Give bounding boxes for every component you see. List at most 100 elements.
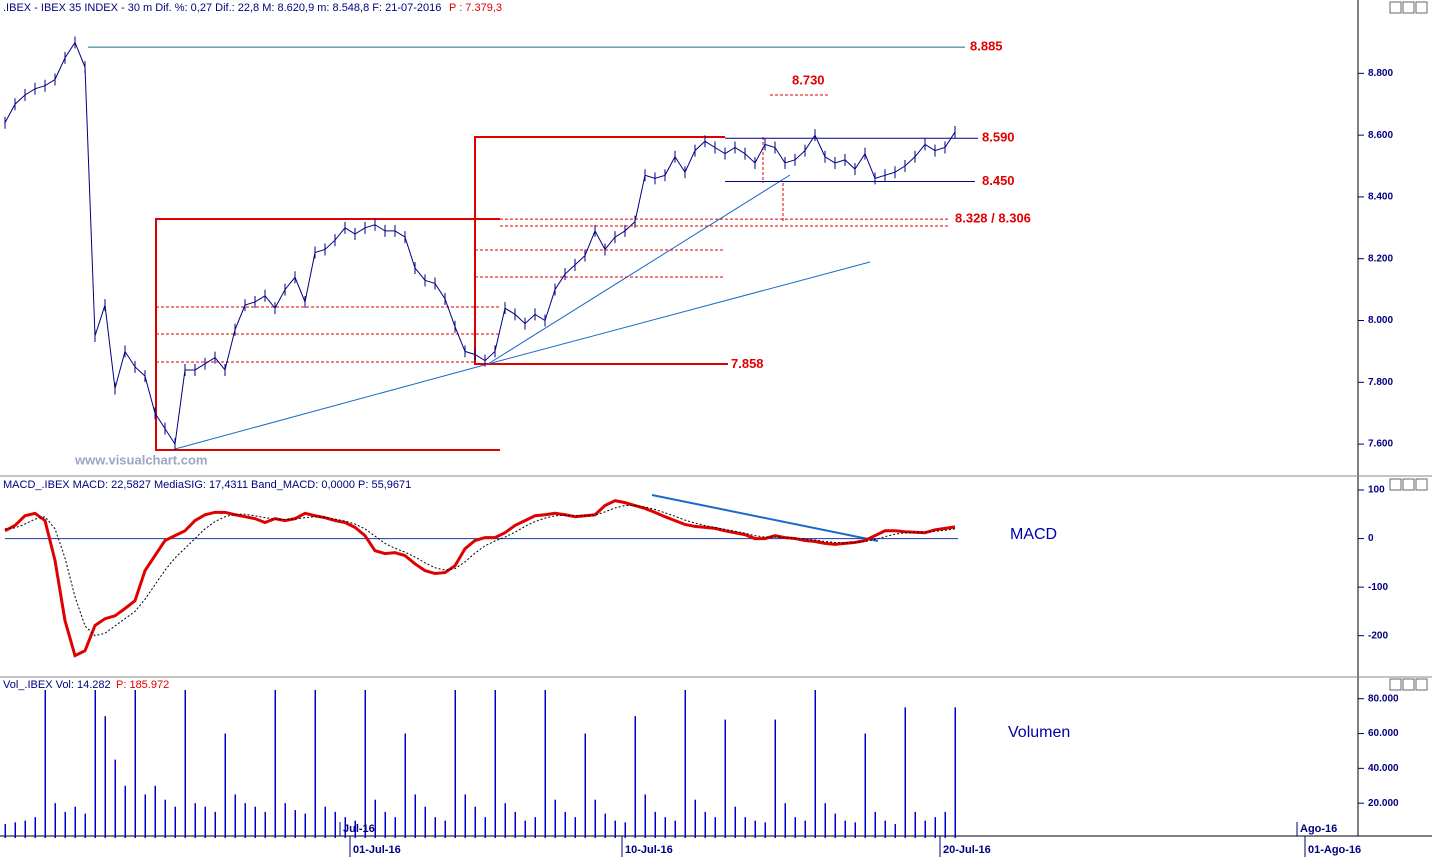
- volume-bar: [794, 817, 796, 838]
- volume-bar: [454, 690, 456, 838]
- y-tick-label: 20.000: [1368, 798, 1399, 809]
- volume-bar: [404, 733, 406, 838]
- macd-trend-line: [651, 494, 879, 542]
- volume-bar: [934, 817, 936, 838]
- volume-bar: [494, 690, 496, 838]
- y-tick-label: 8.400: [1368, 192, 1393, 203]
- volume-bar: [594, 799, 596, 838]
- volume-bar: [394, 817, 396, 838]
- vol-label: Volumen: [1008, 724, 1070, 741]
- volume-bar: [884, 820, 886, 838]
- macd-header: MACD_.IBEX MACD: 22,5827 MediaSIG: 17,43…: [3, 479, 411, 491]
- volume-bar: [364, 690, 366, 838]
- volume-bar: [194, 803, 196, 838]
- x-tick-label: 01-Ago-16: [1308, 844, 1361, 856]
- volume-bar: [74, 806, 76, 838]
- volume-bar: [224, 733, 226, 838]
- volume-bar: [854, 822, 856, 838]
- volume-bar: [164, 799, 166, 838]
- volume-bar: [574, 817, 576, 838]
- y-tick-label: 7.600: [1368, 439, 1393, 450]
- price-last: P : 7.379,3: [449, 2, 502, 14]
- volume-bar: [704, 811, 706, 838]
- volume-bar: [554, 799, 556, 838]
- volume-bar: [354, 820, 356, 838]
- volume-bar: [564, 811, 566, 838]
- volume-bar: [784, 803, 786, 838]
- volume-bar: [844, 820, 846, 838]
- volume-bar: [124, 785, 126, 838]
- volume-bar: [544, 690, 546, 838]
- volume-bar: [904, 707, 906, 838]
- price-header: .IBEX - IBEX 35 INDEX - 30 m Dif. %: 0,2…: [3, 2, 441, 14]
- x-tick-label: Ago-16: [1300, 823, 1337, 835]
- volume-bar: [174, 806, 176, 838]
- y-tick-label: -100: [1368, 582, 1388, 593]
- volume-bar: [34, 817, 36, 838]
- volume-bar: [644, 794, 646, 838]
- volume-bar: [864, 733, 866, 838]
- volume-bar: [634, 716, 636, 838]
- volume-bar: [154, 785, 156, 838]
- volume-bar: [274, 690, 276, 838]
- x-tick-label: 01-Jul-16: [353, 844, 401, 856]
- volume-bar: [234, 794, 236, 838]
- volume-bar: [84, 813, 86, 838]
- volume-bar: [114, 759, 116, 838]
- volume-bar: [504, 803, 506, 838]
- volume-bar: [584, 733, 586, 838]
- volume-bar: [734, 806, 736, 838]
- volume-bar: [914, 811, 916, 838]
- volume-bar: [694, 799, 696, 838]
- level-label: 8.328 / 8.306: [955, 211, 1031, 226]
- volume-bar: [284, 803, 286, 838]
- level-label: 8.450: [982, 173, 1015, 188]
- volume-bar: [954, 707, 956, 838]
- y-tick-label: 40.000: [1368, 763, 1399, 774]
- level-label: 7.858: [731, 356, 764, 371]
- level-label: 8.590: [982, 130, 1015, 145]
- volume-bar: [424, 806, 426, 838]
- volume-bar: [944, 811, 946, 838]
- volume-bar: [744, 817, 746, 838]
- volume-bar: [824, 803, 826, 838]
- volume-bar: [414, 794, 416, 838]
- volume-bar: [514, 811, 516, 838]
- volume-bar: [774, 719, 776, 838]
- volume-bar: [254, 806, 256, 838]
- volume-bar: [244, 803, 246, 838]
- volume-bar: [94, 690, 96, 838]
- volume-bar: [614, 820, 616, 838]
- volume-bar: [384, 811, 386, 838]
- volume-bar: [54, 803, 56, 838]
- volume-bar: [434, 817, 436, 838]
- volume-bar: [294, 810, 296, 838]
- y-tick-label: 8.800: [1368, 68, 1393, 79]
- price-line: [4, 41, 956, 446]
- level-label: 8.730: [792, 72, 825, 87]
- volume-bar: [24, 820, 26, 838]
- volume-bar: [764, 822, 766, 838]
- x-tick-label: 10-Jul-16: [625, 844, 673, 856]
- volume-bar: [14, 822, 16, 838]
- macd-line: [4, 499, 956, 658]
- volume-bar: [924, 820, 926, 838]
- volume-bar: [214, 811, 216, 838]
- volume-bar: [484, 817, 486, 838]
- y-tick-label: 80.000: [1368, 693, 1399, 704]
- y-tick-label: 7.800: [1368, 377, 1393, 388]
- volume-bar: [144, 794, 146, 838]
- volume-bar: [814, 690, 816, 838]
- volume-bar: [624, 822, 626, 838]
- volume-bar: [334, 811, 336, 838]
- window-buttons[interactable]: [1389, 1, 1428, 691]
- trend-lines: [174, 174, 871, 450]
- volume-bar: [204, 806, 206, 838]
- volume-bar: [894, 824, 896, 838]
- vol-last: P: 185.972: [116, 679, 169, 691]
- volume-bar: [134, 690, 136, 838]
- watermark: www.visualchart.com: [74, 452, 207, 467]
- volume-bar: [684, 690, 686, 838]
- volume-bar: [604, 813, 606, 838]
- volume-bar: [524, 820, 526, 838]
